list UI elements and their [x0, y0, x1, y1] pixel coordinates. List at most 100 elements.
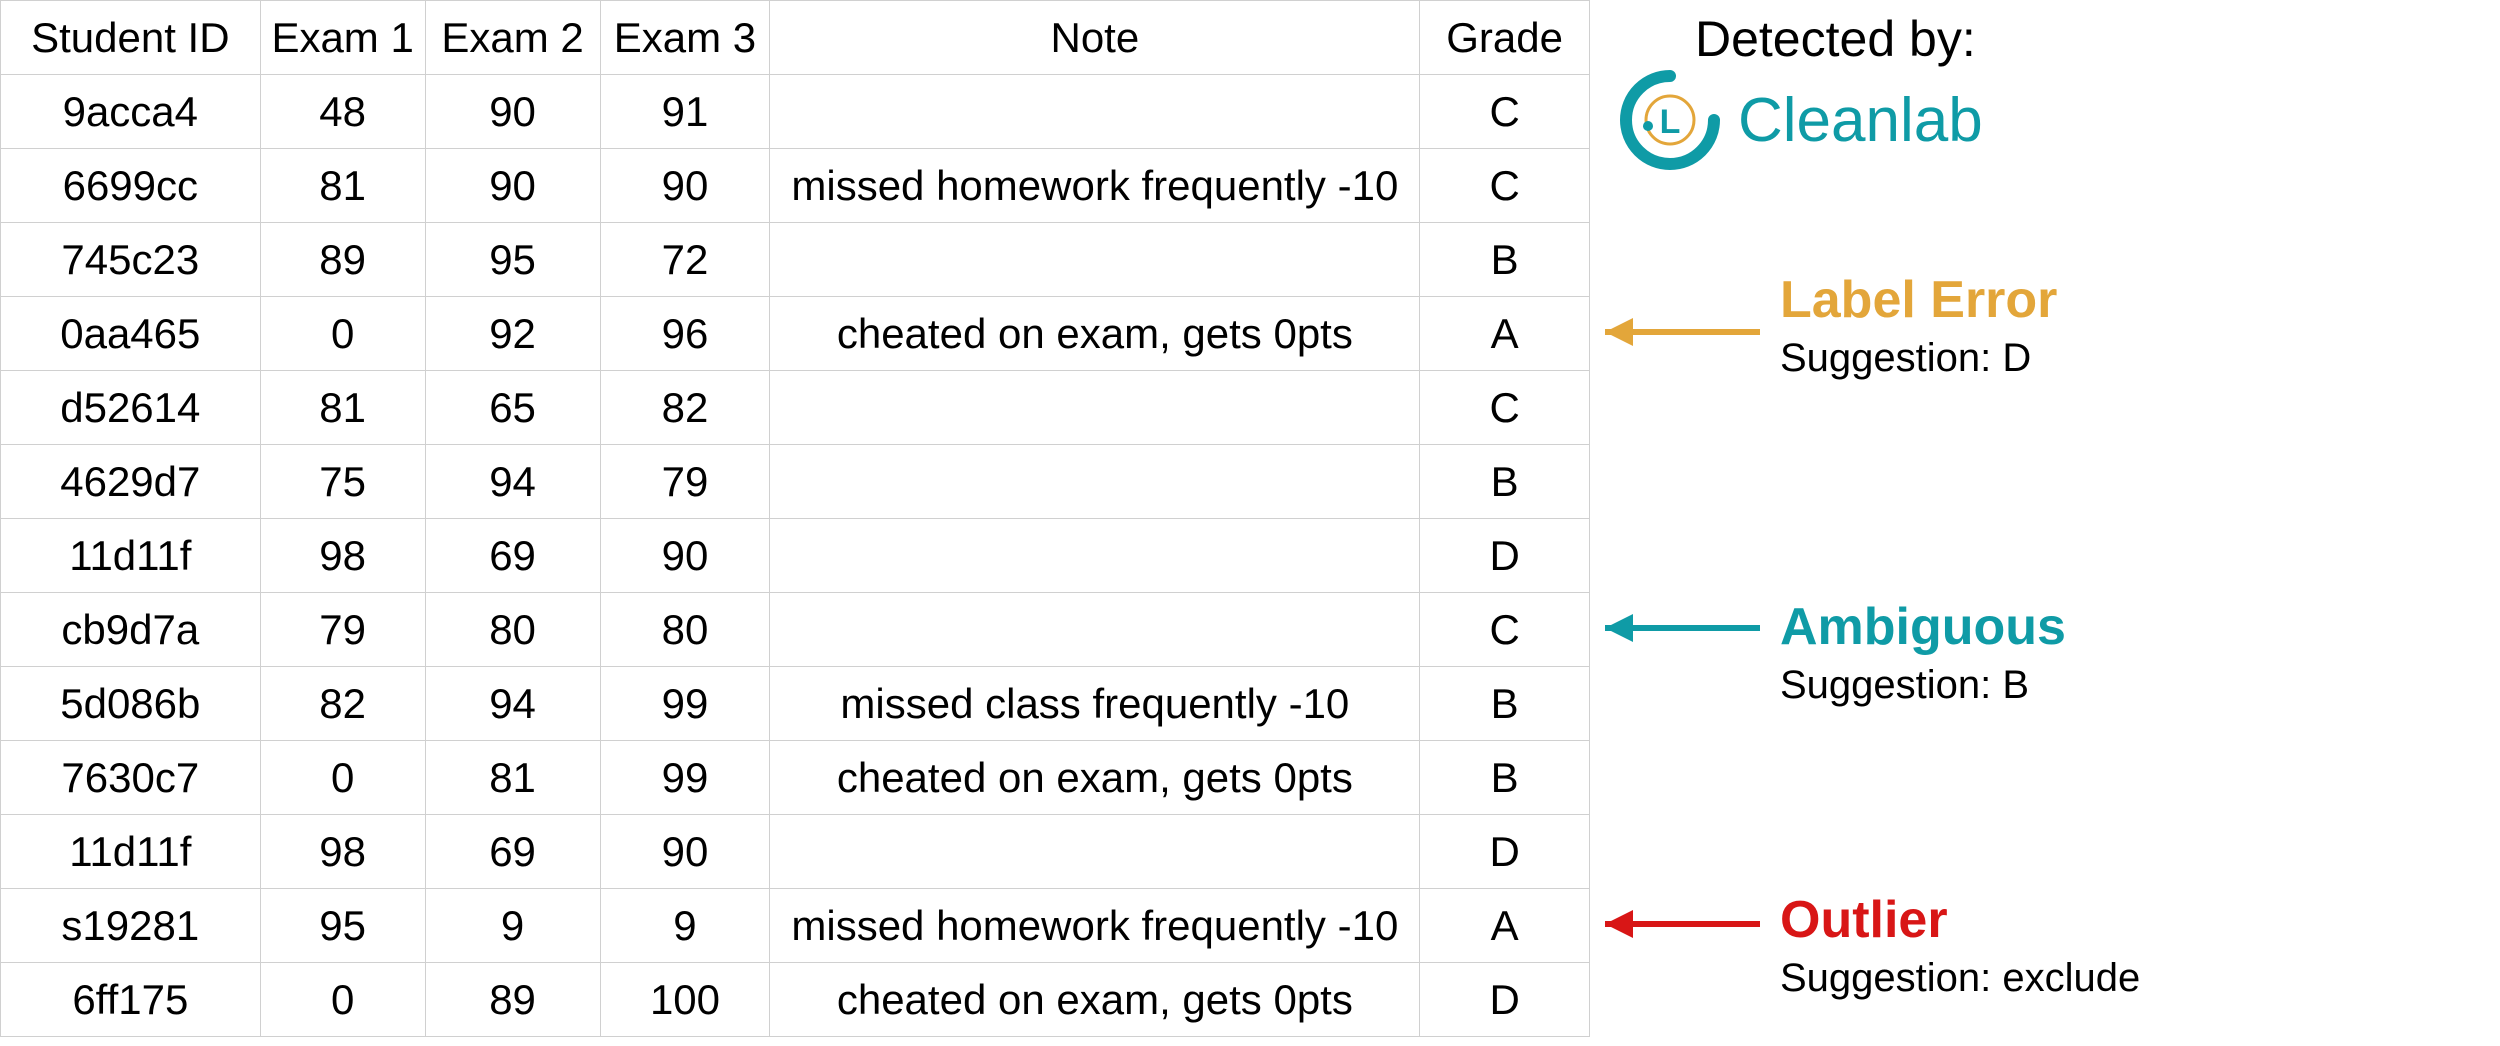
table-cell: 79 — [260, 593, 425, 667]
table-cell: 92 — [425, 297, 600, 371]
table-cell: 81 — [425, 741, 600, 815]
table-cell: cb9d7a — [1, 593, 261, 667]
table-cell: C — [1420, 593, 1590, 667]
col-exam-2: Exam 2 — [425, 1, 600, 75]
table-cell: 75 — [260, 445, 425, 519]
table-cell: d52614 — [1, 371, 261, 445]
table-cell: 91 — [600, 75, 770, 149]
brand-name: Cleanlab — [1738, 85, 1983, 156]
annotations-panel: Detected by: L Cleanlab Label ErrorSugge… — [1600, 0, 2500, 1046]
detected-by-label: Detected by: — [1695, 10, 1976, 68]
table-cell — [770, 371, 1420, 445]
col-exam-1: Exam 1 — [260, 1, 425, 75]
callout-outlier: Outlier Suggestion: exclude — [1780, 890, 2140, 1001]
table-cell: 100 — [600, 963, 770, 1037]
student-grades-table: Student ID Exam 1 Exam 2 Exam 3 Note Gra… — [0, 0, 1590, 1037]
table-cell: missed homework frequently -10 — [770, 889, 1420, 963]
table-cell: 95 — [425, 223, 600, 297]
table-cell: B — [1420, 445, 1590, 519]
table-cell: 90 — [600, 149, 770, 223]
table-row: 11d11f986990D — [1, 519, 1590, 593]
table-cell: 82 — [260, 667, 425, 741]
table-cell: A — [1420, 889, 1590, 963]
table-cell: 81 — [260, 371, 425, 445]
col-grade: Grade — [1420, 1, 1590, 75]
table-cell: 9acca4 — [1, 75, 261, 149]
table-row: s192819599missed homework frequently -10… — [1, 889, 1590, 963]
table-cell — [770, 445, 1420, 519]
table-cell: 96 — [600, 297, 770, 371]
table-cell — [770, 75, 1420, 149]
table-cell: 5d086b — [1, 667, 261, 741]
table-cell: 90 — [425, 75, 600, 149]
table-cell: missed homework frequently -10 — [770, 149, 1420, 223]
table-row: 11d11f986990D — [1, 815, 1590, 889]
table-cell: 79 — [600, 445, 770, 519]
table-cell: 89 — [425, 963, 600, 1037]
callout-suggestion: Suggestion: exclude — [1780, 956, 2140, 1001]
table-cell: 95 — [260, 889, 425, 963]
table-row: d52614816582 C — [1, 371, 1590, 445]
table-cell: B — [1420, 667, 1590, 741]
table-row: 5d086b829499missed class frequently -10B — [1, 667, 1590, 741]
table-cell — [770, 815, 1420, 889]
table-row: 6699cc819090missed homework frequently -… — [1, 149, 1590, 223]
table-row: 4629d7759479 B — [1, 445, 1590, 519]
table-header-row: Student ID Exam 1 Exam 2 Exam 3 Note Gra… — [1, 1, 1590, 75]
table-cell: 98 — [260, 519, 425, 593]
table-cell: 9 — [425, 889, 600, 963]
table-cell: C — [1420, 149, 1590, 223]
table-row: 745c23899572B — [1, 223, 1590, 297]
table-row: 9acca4489091C — [1, 75, 1590, 149]
table-cell: C — [1420, 371, 1590, 445]
table-cell — [770, 519, 1420, 593]
table-cell: 80 — [425, 593, 600, 667]
table-body: 9acca4489091C6699cc819090missed homework… — [1, 75, 1590, 1037]
table-cell: 65 — [425, 371, 600, 445]
callout-title: Ambiguous — [1780, 597, 2066, 657]
table-cell — [770, 223, 1420, 297]
callout-ambiguous: AmbiguousSuggestion: B — [1780, 597, 2066, 708]
callout-title: Label Error — [1780, 270, 2057, 330]
page-root: Student ID Exam 1 Exam 2 Exam 3 Note Gra… — [0, 0, 2500, 1046]
table-cell: cheated on exam, gets 0pts — [770, 963, 1420, 1037]
table-cell: D — [1420, 963, 1590, 1037]
table-cell: 90 — [425, 149, 600, 223]
table-cell: cheated on exam, gets 0pts — [770, 741, 1420, 815]
table-cell: D — [1420, 815, 1590, 889]
table-cell — [770, 593, 1420, 667]
callout-title: Outlier — [1780, 890, 2140, 950]
table-cell: 0 — [260, 297, 425, 371]
table-cell: C — [1420, 75, 1590, 149]
table-cell: 94 — [425, 445, 600, 519]
table-cell: 80 — [600, 593, 770, 667]
table-cell: 6699cc — [1, 149, 261, 223]
table-cell: 69 — [425, 519, 600, 593]
table-cell: s19281 — [1, 889, 261, 963]
table-cell: 0 — [260, 741, 425, 815]
table-row: cb9d7a798080C — [1, 593, 1590, 667]
table-cell: 94 — [425, 667, 600, 741]
table-cell: 98 — [260, 815, 425, 889]
table-cell: 9 — [600, 889, 770, 963]
table-row: 7630c708199cheated on exam, gets 0ptsB — [1, 741, 1590, 815]
table-cell: 89 — [260, 223, 425, 297]
table-cell: A — [1420, 297, 1590, 371]
table-cell: 745c23 — [1, 223, 261, 297]
table-cell: 82 — [600, 371, 770, 445]
table-cell: 4629d7 — [1, 445, 261, 519]
brand-block: L Cleanlab — [1620, 70, 1983, 170]
table-cell: cheated on exam, gets 0pts — [770, 297, 1420, 371]
table-cell: 69 — [425, 815, 600, 889]
col-student-id: Student ID — [1, 1, 261, 75]
table-cell: 72 — [600, 223, 770, 297]
table-cell: 90 — [600, 519, 770, 593]
col-note: Note — [770, 1, 1420, 75]
table-cell: 81 — [260, 149, 425, 223]
table-cell: 0aa465 — [1, 297, 261, 371]
callout-label_error: Label ErrorSuggestion: D — [1780, 270, 2057, 381]
table-cell: 0 — [260, 963, 425, 1037]
table-cell: 11d11f — [1, 519, 261, 593]
cleanlab-logo-icon: L — [1620, 70, 1720, 170]
table-cell: missed class frequently -10 — [770, 667, 1420, 741]
